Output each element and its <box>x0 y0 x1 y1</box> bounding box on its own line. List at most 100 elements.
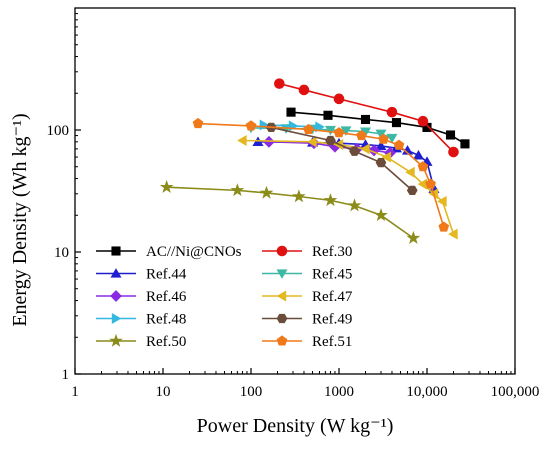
data-point-ref-45 <box>324 125 336 136</box>
legend-item-ref-45: Ref.45 <box>262 267 352 283</box>
series-ref-50 <box>159 179 421 244</box>
legend-marker <box>110 290 122 302</box>
legend-marker <box>111 246 121 256</box>
data-point-ref-51 <box>356 129 367 141</box>
data-point-ref-51 <box>378 133 389 144</box>
legend-label: AC//Ni@CNOs <box>146 244 242 260</box>
data-point-ref-47 <box>448 228 458 240</box>
data-point-ac-ni-cnos <box>391 118 402 128</box>
data-point-ref-50 <box>323 193 338 207</box>
data-point-ref-44 <box>375 140 387 151</box>
data-point-ref-47 <box>237 135 247 147</box>
x-tick-label: 100 <box>240 384 263 400</box>
series-line-ref-50 <box>166 186 414 239</box>
legend-item-ref-50: Ref.50 <box>96 333 186 350</box>
data-point-ac-ni-cnos <box>445 130 456 140</box>
legend-item-ref-47: Ref.47 <box>262 289 353 305</box>
series-ref-30 <box>274 78 459 158</box>
x-tick-label: 1000 <box>324 384 354 400</box>
data-point-ac-ni-cnos <box>286 107 296 117</box>
legend-item-ref-30: Ref.30 <box>262 244 352 260</box>
data-point-ref-51 <box>438 221 450 232</box>
data-point-ref-50 <box>374 208 388 222</box>
data-point-ref-50 <box>347 198 362 212</box>
data-point-ref-49 <box>325 135 336 146</box>
data-point-ref-30 <box>386 106 398 118</box>
legend-label: Ref.47 <box>312 289 353 305</box>
x-tick-label: 1 <box>71 384 79 400</box>
data-point-ref-51 <box>245 120 257 131</box>
legend-label: Ref.50 <box>146 334 186 350</box>
legend-label: Ref.48 <box>146 312 186 328</box>
series-line-ref-47 <box>242 139 455 235</box>
data-point-ref-30 <box>448 146 459 158</box>
legend-marker <box>276 269 288 279</box>
series-layer <box>159 78 470 244</box>
legend-marker <box>111 313 122 324</box>
data-point-ac-ni-cnos <box>460 139 470 149</box>
data-point-ac-ni-cnos <box>360 114 371 125</box>
data-point-ref-46 <box>263 135 275 148</box>
legend-item-ref-48: Ref.48 <box>96 312 186 328</box>
series-ref-51 <box>192 117 450 232</box>
legend-marker <box>109 333 123 347</box>
y-tick-label: 1 <box>62 367 70 383</box>
data-point-ref-47 <box>437 195 447 207</box>
legend-marker <box>276 290 287 302</box>
legend-item-ac-ni-cnos: AC//Ni@CNOs <box>96 244 242 260</box>
data-point-ref-51 <box>333 127 345 138</box>
legend-label: Ref.44 <box>146 267 187 283</box>
data-point-ref-30 <box>333 93 345 105</box>
data-point-ref-50 <box>292 189 306 203</box>
data-point-ref-30 <box>298 84 310 96</box>
data-point-ref-50 <box>230 183 245 197</box>
x-axis-label: Power Density (W kg⁻¹) <box>197 415 394 437</box>
y-axis-label: Energy Density (Wh kg⁻¹) <box>9 113 31 326</box>
data-point-ref-45 <box>386 133 398 144</box>
data-point-ref-44 <box>412 149 424 160</box>
legend-label: Ref.30 <box>312 244 352 260</box>
legend-label: Ref.46 <box>146 289 187 305</box>
legend-item-ref-46: Ref.46 <box>96 289 187 305</box>
legend-item-ref-51: Ref.51 <box>262 334 352 350</box>
data-point-ref-51 <box>425 178 436 189</box>
series-line-ref-51 <box>197 122 445 228</box>
series-ac-ni-cnos <box>286 107 470 149</box>
data-point-ac-ni-cnos <box>323 110 333 120</box>
x-tick-label: 100,000 <box>491 384 540 400</box>
legend-marker <box>276 313 288 324</box>
x-tick-label: 10,000 <box>406 384 447 400</box>
data-point-ref-47 <box>360 143 370 155</box>
data-point-ref-51 <box>192 117 204 129</box>
data-point-ref-51 <box>393 139 405 150</box>
data-point-ref-30 <box>417 115 429 127</box>
data-point-ref-50 <box>259 185 274 199</box>
legend: AC//Ni@CNOs Ref.30 Ref.44 Ref.45 Ref.46 Ref.4… <box>96 244 353 350</box>
y-tick-label: 10 <box>54 245 69 261</box>
data-point-ref-49 <box>406 185 418 195</box>
legend-item-ref-49: Ref.49 <box>262 312 352 328</box>
data-point-ref-51 <box>417 161 429 172</box>
data-point-ref-50 <box>159 179 174 193</box>
legend-item-ref-44: Ref.44 <box>96 267 187 283</box>
data-point-ref-48 <box>315 121 325 133</box>
legend-marker <box>276 245 288 257</box>
data-point-ref-47 <box>307 136 317 148</box>
data-point-ref-30 <box>274 78 285 89</box>
series-ref-47 <box>237 135 458 240</box>
legend-label: Ref.49 <box>312 312 352 328</box>
x-tick-label: 10 <box>156 384 171 400</box>
data-point-ref-47 <box>381 151 392 163</box>
data-point-ref-49 <box>349 146 360 156</box>
data-point-ref-50 <box>406 230 421 244</box>
legend-label: Ref.45 <box>312 267 352 283</box>
data-point-ref-49 <box>375 158 387 168</box>
axes-layer: 1 10 100 1000 10,000 100,000 1 10 100 <box>47 7 540 400</box>
data-point-ref-47 <box>405 166 415 178</box>
plot-frame <box>74 7 516 375</box>
legend-marker <box>276 335 288 346</box>
y-tick-label: 100 <box>47 123 70 139</box>
legend-marker <box>110 268 122 278</box>
data-point-ref-51 <box>303 123 314 135</box>
